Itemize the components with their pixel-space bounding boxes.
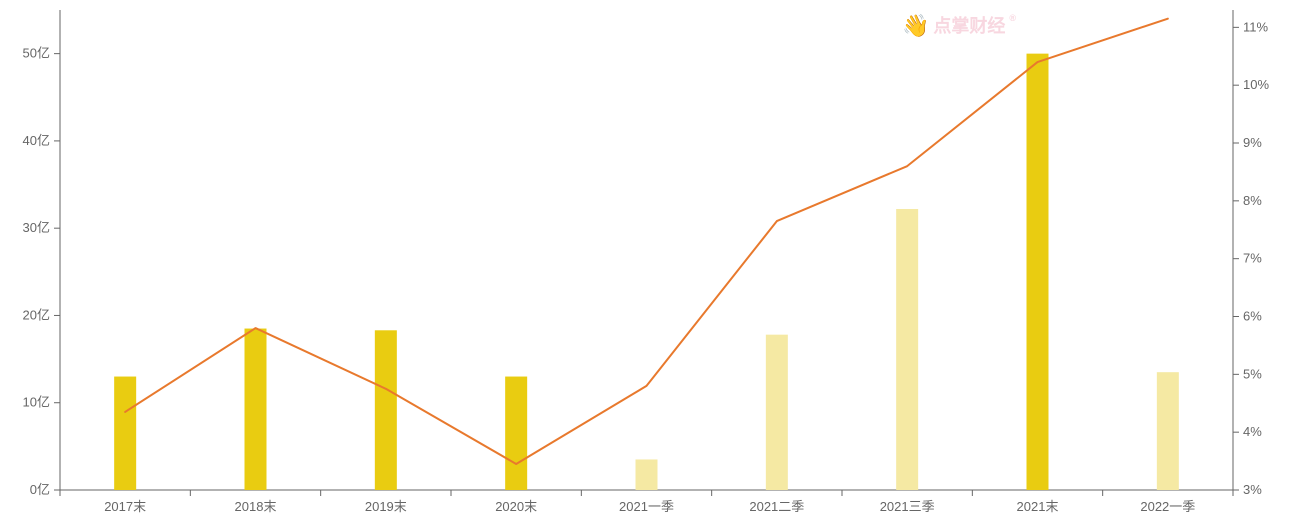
y-right-tick-label: 6% [1243,309,1262,324]
y-right-tick-label: 7% [1243,251,1262,266]
bar [245,329,267,490]
x-axis-label: 2021一季 [619,499,674,514]
bar [636,459,658,490]
y-left-tick-label: 20亿 [23,307,50,322]
bar [114,377,136,490]
bar [766,335,788,490]
chart-container: 0亿 10亿 20亿 30亿 40亿 50亿 3% 4% 5% 6% 7% 8% 9% 10% 11% 201… [0,0,1293,525]
x-axis-label: 2021三季 [880,499,935,514]
x-axis-label: 2021二季 [749,499,804,514]
y-left-tick-label: 10亿 [23,395,50,410]
y-right-tick-label: 3% [1243,482,1262,497]
bar [505,377,527,490]
y-right-tick-label: 9% [1243,135,1262,150]
y-right-tick-label: 11% [1243,19,1268,34]
y-right-tick-label: 8% [1243,193,1262,208]
y-right-tick-label: 4% [1243,424,1262,439]
y-left-tick-label: 50亿 [23,46,50,61]
y-right-tick-label: 10% [1243,77,1269,92]
chart-svg: 0亿 10亿 20亿 30亿 40亿 50亿 3% 4% 5% 6% 7% 8% 9% 10% 11% 201… [0,0,1293,525]
x-axis-label: 2021末 [1017,499,1059,514]
x-axis-label: 2017末 [104,499,146,514]
x-axis-label: 2019末 [365,499,407,514]
bar [896,209,918,490]
y-left-tick-label: 30亿 [23,220,50,235]
line-series [125,19,1168,464]
bar [375,330,397,490]
x-axis-label: 2020末 [495,499,537,514]
bar [1027,54,1049,490]
bar [1157,372,1179,490]
y-left-tick-label: 40亿 [23,133,50,148]
x-axis-label: 2018末 [235,499,277,514]
x-axis-label: 2022一季 [1140,499,1195,514]
y-right-tick-label: 5% [1243,366,1262,381]
y-left-tick-label: 0亿 [30,482,50,497]
